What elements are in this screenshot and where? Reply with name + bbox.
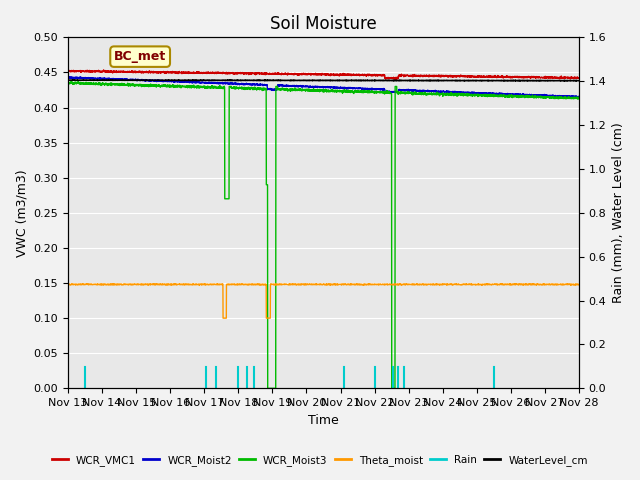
WCR_Moist2 [65,74,72,80]
Theta_moist [64,281,72,287]
Text: BC_met: BC_met [114,50,166,63]
WCR_VMC1 [510,73,518,79]
WCR_VMC1 [282,71,290,77]
WaterLevel_cm [282,77,290,83]
WCR_Moist2 [565,93,573,99]
Legend: WCR_VMC1, WCR_Moist2, WCR_Moist3, Theta_moist, Rain, WaterLevel_cm: WCR_VMC1, WCR_Moist2, WCR_Moist3, Theta_… [48,451,592,470]
WCR_Moist3 [260,85,268,91]
Theta_moist [463,281,470,287]
WCR_Moist2 [571,95,579,100]
WaterLevel_cm [123,77,131,83]
WaterLevel_cm [153,77,161,83]
WaterLevel_cm [575,78,583,84]
Line: WCR_VMC1: WCR_VMC1 [68,70,579,79]
Line: WaterLevel_cm: WaterLevel_cm [68,80,579,81]
WaterLevel_cm [516,78,524,84]
WaterLevel_cm [64,77,72,83]
WaterLevel_cm [565,78,573,84]
WCR_Moist2 [64,75,72,81]
Theta_moist [153,281,161,287]
WCR_Moist3 [264,385,271,391]
Theta_moist [575,282,583,288]
Line: WCR_Moist3: WCR_Moist3 [68,82,579,388]
WCR_Moist2 [510,91,518,97]
WCR_Moist3 [565,95,573,101]
WCR_Moist2 [260,82,268,87]
Theta_moist [260,282,268,288]
WCR_Moist2 [575,95,583,100]
Theta_moist [282,282,290,288]
WCR_Moist2 [282,84,290,89]
WCR_Moist3 [283,85,291,91]
WCR_Moist3 [68,79,76,84]
Theta_moist [220,315,227,321]
Line: Theta_moist: Theta_moist [68,284,579,318]
Line: WCR_Moist2: WCR_Moist2 [68,77,579,97]
WCR_Moist2 [153,79,161,84]
WCR_Moist3 [575,95,583,101]
Theta_moist [122,281,130,287]
WCR_Moist2 [123,76,131,82]
WCR_VMC1 [260,72,268,77]
X-axis label: Time: Time [308,414,339,427]
Y-axis label: VWC (m3/m3): VWC (m3/m3) [15,169,28,257]
WCR_VMC1 [392,76,400,82]
WaterLevel_cm [510,78,518,84]
WCR_VMC1 [565,74,573,80]
WaterLevel_cm [68,77,76,83]
WCR_VMC1 [123,69,131,75]
WaterLevel_cm [260,77,268,83]
Theta_moist [565,281,573,287]
WCR_VMC1 [153,69,161,75]
WCR_Moist3 [510,93,518,98]
WCR_Moist3 [153,83,161,88]
WCR_VMC1 [64,68,72,74]
Theta_moist [510,281,518,287]
Title: Soil Moisture: Soil Moisture [270,15,377,33]
WCR_Moist3 [64,81,72,86]
WCR_VMC1 [575,75,583,81]
WCR_VMC1 [100,67,108,73]
WCR_Moist3 [123,82,131,88]
Y-axis label: Rain (mm), Water Level (cm): Rain (mm), Water Level (cm) [612,122,625,303]
